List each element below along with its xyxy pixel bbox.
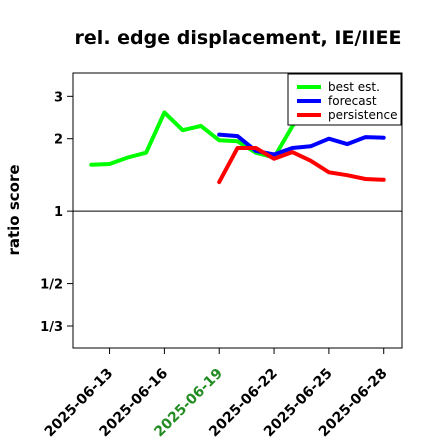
y-axis: 3 2 1 1/2 1/3 bbox=[40, 90, 73, 335]
chart-title: rel. edge displacement, IE/IIEE bbox=[75, 27, 402, 49]
y-tick-label: 2 bbox=[54, 133, 63, 148]
series-line-forecast bbox=[217, 132, 386, 157]
legend-label: best est. bbox=[328, 80, 380, 94]
plot-frame bbox=[72, 72, 403, 349]
y-tick-label: 1 bbox=[54, 205, 63, 220]
legend-label: forecast bbox=[328, 94, 377, 108]
y-tick-label: 1/3 bbox=[40, 320, 63, 335]
y-tick-label: 3 bbox=[54, 90, 63, 105]
y-axis-label: ratio score bbox=[5, 164, 23, 255]
y-tick-label: 1/2 bbox=[40, 278, 63, 293]
x-axis: 2025-06-132025-06-162025-06-192025-06-22… bbox=[42, 348, 391, 440]
series-line-persistence bbox=[217, 146, 386, 185]
legend-label: persistence bbox=[328, 108, 397, 122]
